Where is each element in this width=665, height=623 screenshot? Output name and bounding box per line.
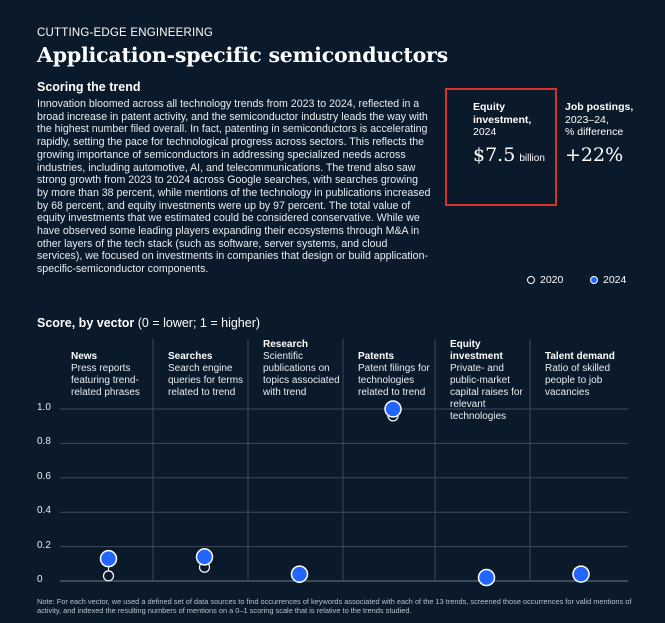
column-name: Equity investment (450, 339, 503, 362)
job-postings-period: 2023–24, (565, 113, 609, 126)
point-2024 (572, 565, 590, 583)
y-tick-label: 0.2 (37, 539, 51, 551)
column-description: Private- and public-market capital raise… (450, 363, 523, 422)
column-description: Press reports featuring trend-related ph… (71, 363, 140, 398)
equity-value: $7.5 billion (473, 144, 545, 166)
column-name: News (71, 351, 98, 362)
legend-2020: 2020 (527, 274, 563, 286)
body-paragraph: Innovation bloomed across all technology… (37, 98, 431, 276)
column-description: Ratio of skilled people to job vacancies (545, 363, 611, 398)
legend-2020-label: 2020 (540, 274, 564, 286)
page-title: Application-specific semiconductors (37, 43, 448, 67)
column-description: Scientific publications on topics associ… (263, 351, 340, 398)
equity-label: Equity investment, 2024 (473, 101, 557, 139)
legend-2024-label: 2024 (603, 274, 627, 286)
column-header: Talent demand Ratio of skilled people to … (545, 351, 627, 399)
column-name: Research (263, 339, 309, 350)
column-description: Search engine queries for terms related … (168, 363, 244, 398)
point-2024 (477, 568, 496, 587)
y-tick-label: 0.4 (37, 505, 51, 517)
column-description: Patent filings for technologies related … (358, 363, 430, 398)
point-2020 (102, 570, 115, 582)
job-postings-title: Job postings, (565, 101, 634, 113)
job-postings-label: Job postings, 2023–24, % difference (565, 101, 661, 139)
point-2024 (195, 548, 214, 566)
y-tick-label: 0.6 (37, 470, 51, 482)
point-2024 (99, 549, 118, 568)
legend-2020-marker (527, 276, 535, 284)
column-header: Equity investment Private- and public-mar… (450, 339, 533, 423)
equity-label-title: Equity investment, (473, 101, 532, 126)
y-tick-label: 0.8 (37, 436, 51, 448)
job-postings-value: +22% (565, 144, 624, 166)
column-header: Searches Search engine queries for terms … (168, 351, 251, 399)
point-2024 (290, 565, 309, 583)
y-tick-label: 0 (37, 574, 43, 585)
column-name: Patents (358, 351, 395, 362)
score-title-bold: Score, by vector (37, 316, 135, 330)
column-name: Talent demand (545, 351, 615, 362)
footnote: Note: For each vector, we used a defined… (37, 597, 632, 615)
column-name: Searches (168, 351, 213, 362)
equity-label-year: 2024 (473, 126, 497, 138)
eyebrow: CUTTING-EDGE ENGINEERING (37, 27, 214, 39)
equity-highlight-box (445, 88, 557, 206)
job-postings-metric: % difference (565, 126, 624, 138)
equity-unit: billion (519, 153, 545, 164)
legend-2024-marker (590, 276, 598, 284)
column-header: Patents Patent filings for technologies r… (358, 351, 438, 399)
score-title: Score, by vector (0 = lower; 1 = higher) (37, 316, 260, 330)
legend-2024: 2024 (590, 274, 626, 286)
column-header: News Press reports featuring trend-relate… (71, 351, 156, 399)
section-subtitle: Scoring the trend (37, 80, 141, 94)
score-title-scale: (0 = lower; 1 = higher) (134, 316, 261, 330)
equity-amount: $7.5 (473, 144, 516, 166)
y-tick-label: 1.0 (37, 402, 51, 413)
column-header: Research Scientific publications on topic… (263, 339, 346, 399)
point-2024 (384, 400, 402, 418)
